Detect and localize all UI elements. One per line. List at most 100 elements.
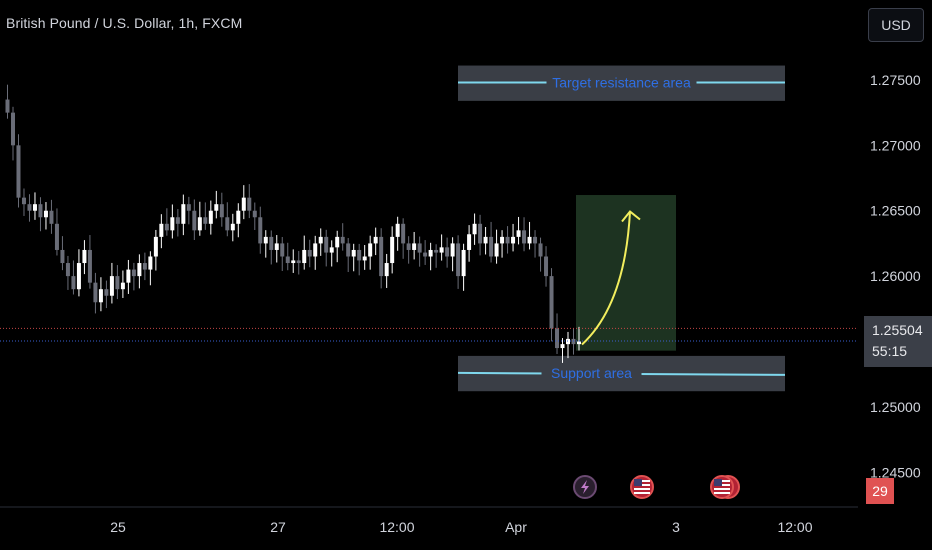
candle-body — [566, 338, 571, 345]
candle-body — [549, 276, 554, 329]
x-tick-label: 27 — [270, 519, 286, 535]
candle-body — [456, 243, 461, 277]
candle-body — [401, 223, 406, 244]
candle-body — [142, 263, 147, 270]
candle-body — [516, 230, 521, 237]
candle-body — [505, 236, 510, 244]
candle-body — [500, 236, 505, 244]
notification-badge[interactable]: 29 — [866, 478, 894, 504]
candle-body — [538, 243, 543, 257]
us-flag-stripe — [634, 488, 650, 490]
candle-body — [296, 260, 301, 264]
candle-body — [241, 197, 246, 211]
projection-box — [576, 195, 676, 351]
candle-body — [544, 256, 549, 277]
candle-body — [65, 263, 70, 277]
support-zone-label: Support area — [551, 365, 632, 381]
candle-body — [362, 256, 367, 261]
candle-layer — [5, 84, 581, 363]
candle-body — [461, 249, 466, 277]
candle-body — [522, 230, 527, 244]
current-price-value: 1.25504 — [872, 322, 923, 338]
candle-body — [412, 243, 417, 250]
y-tick-label: 1.26000 — [870, 268, 921, 284]
candle-body — [93, 282, 98, 303]
candle-body — [115, 276, 120, 290]
us-flag-canton — [634, 479, 642, 486]
candle-body — [423, 252, 428, 257]
candle-body — [60, 249, 65, 264]
candle-body — [236, 210, 241, 224]
y-tick-label: 1.25000 — [870, 399, 921, 415]
resistance-zone-label-bg — [546, 73, 697, 92]
us-flag-icon — [630, 475, 654, 499]
us-flag-stripe — [634, 492, 650, 494]
candle-body — [82, 249, 87, 264]
us-flag-icon — [710, 475, 740, 499]
candle-body — [577, 341, 581, 345]
candle-body — [230, 223, 235, 231]
candle-body — [439, 247, 444, 253]
candle-body — [340, 236, 345, 244]
candle-body — [181, 204, 186, 224]
x-axis: 25 27 12:00 Apr 3 12:00 — [110, 519, 813, 535]
candle-body — [170, 217, 175, 231]
candle-body — [263, 236, 268, 244]
candle-body — [395, 223, 400, 237]
y-tick-label: 1.27500 — [870, 72, 921, 88]
candle-body — [406, 243, 411, 250]
candle-body — [131, 269, 136, 277]
candle-body — [247, 197, 252, 211]
candle-body — [104, 289, 109, 296]
candle-body — [555, 328, 560, 349]
candle-body — [225, 217, 230, 231]
candle-body — [417, 243, 422, 253]
candle-body — [120, 282, 125, 290]
candle-body — [511, 236, 516, 244]
projection-arrow — [581, 211, 631, 346]
candle-body — [192, 210, 197, 231]
candle-body — [434, 249, 439, 253]
candle-body — [533, 236, 538, 244]
bar-countdown: 55:15 — [872, 343, 908, 359]
candle-body — [159, 223, 164, 237]
resistance-zone-label: Target resistance area — [552, 75, 691, 91]
candle-body — [428, 249, 433, 257]
candle-body — [71, 276, 76, 290]
candle-body — [313, 243, 318, 257]
candle-body — [38, 204, 43, 218]
candle-body — [32, 204, 37, 211]
candle-body — [197, 217, 202, 231]
candle-body — [346, 243, 351, 257]
candle-body — [445, 247, 450, 257]
support-zone-label-bg — [541, 363, 642, 382]
candle-body — [153, 236, 158, 257]
candle-body — [467, 234, 472, 250]
candle-body — [329, 247, 334, 253]
y-tick-label: 1.27000 — [870, 137, 921, 153]
candle-body — [203, 217, 208, 224]
currency-button[interactable]: USD — [868, 8, 924, 42]
candle-body — [489, 236, 494, 257]
overlay-layer — [0, 210, 858, 499]
candle-body — [274, 243, 279, 250]
chart-title: British Pound / U.S. Dollar, 1h, FXCM — [6, 15, 243, 31]
us-flag-stripe — [714, 492, 730, 494]
candle-body — [335, 236, 340, 248]
candle-body — [21, 197, 26, 205]
candle-body — [450, 243, 455, 257]
candle-body — [357, 249, 362, 261]
zone-layer: Target resistance area Support area — [457, 65, 786, 392]
candle-body — [478, 223, 483, 244]
candle-body — [126, 269, 131, 283]
candle-body — [214, 204, 219, 211]
candle-body — [10, 112, 15, 146]
candle-body — [373, 236, 378, 244]
candle-body — [269, 236, 274, 250]
y-tick-label: 1.24500 — [870, 464, 921, 480]
y-tick-label: 1.26500 — [870, 203, 921, 219]
candle-body — [302, 249, 307, 264]
candle-body — [368, 243, 373, 257]
candle-body — [560, 344, 565, 349]
